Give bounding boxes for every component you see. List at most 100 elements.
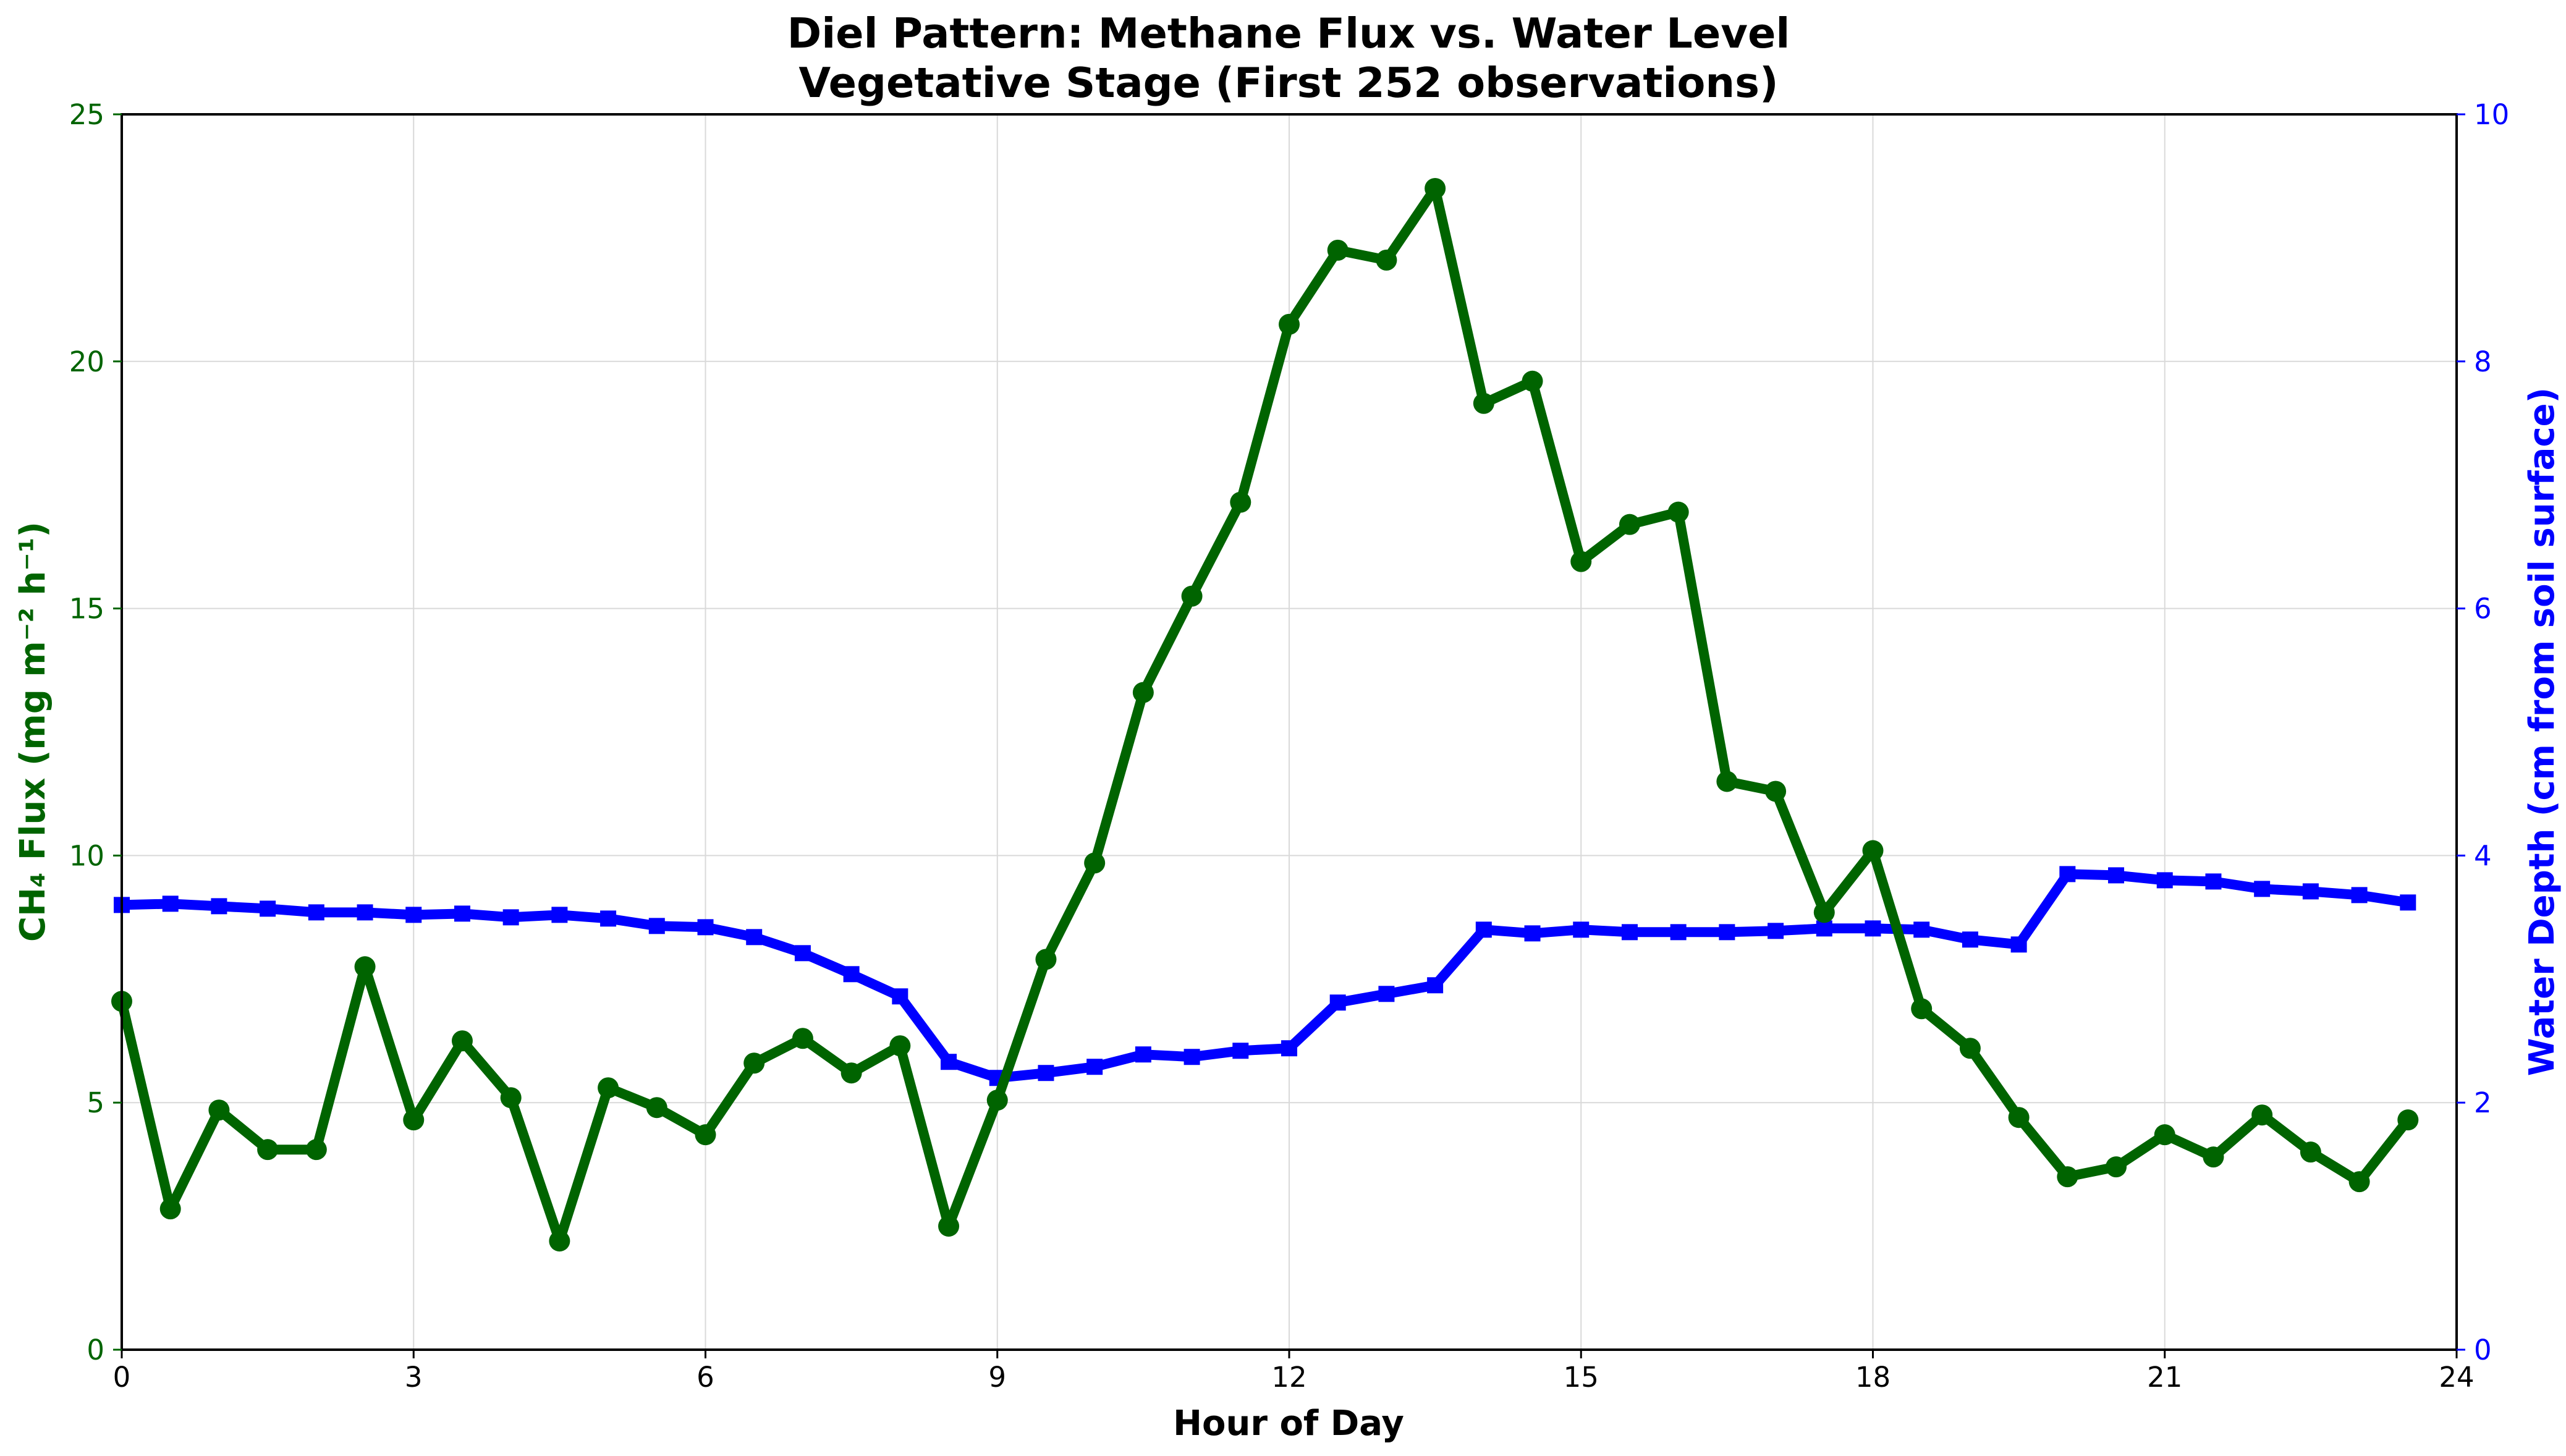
- data-point-left: [986, 1090, 1008, 1111]
- data-point-left: [1425, 177, 1446, 199]
- data-point-left: [1570, 551, 1592, 572]
- data-point-left: [1862, 840, 1884, 861]
- data-point-left: [2251, 1104, 2273, 1126]
- data-point-left: [403, 1109, 425, 1131]
- data-point-right: [2205, 873, 2222, 890]
- data-point-right: [1329, 994, 1346, 1011]
- y-left-tick-label: 0: [87, 1334, 104, 1366]
- data-point-left: [1327, 239, 1349, 261]
- data-point-right: [260, 900, 276, 917]
- data-point-right: [941, 1054, 957, 1070]
- data-point-left: [1035, 949, 1057, 970]
- data-point-left: [841, 1062, 862, 1084]
- data-point-right: [843, 966, 860, 983]
- data-point-right: [1038, 1065, 1054, 1081]
- y-axis-right-label: Water Depth (cm from soil surface): [2522, 387, 2562, 1076]
- data-point-right: [1719, 924, 1735, 941]
- x-tick-label: 3: [405, 1361, 423, 1394]
- data-point-right: [1621, 924, 1638, 941]
- data-point-right: [697, 919, 714, 936]
- data-point-right: [1427, 977, 1444, 994]
- data-point-right: [600, 910, 617, 927]
- data-point-left: [257, 1139, 279, 1161]
- data-point-left: [646, 1097, 667, 1119]
- data-point-left: [549, 1230, 570, 1252]
- data-point-left: [208, 1099, 230, 1121]
- data-point-right: [454, 905, 470, 922]
- data-point-left: [743, 1052, 765, 1074]
- data-point-left: [1765, 781, 1787, 802]
- data-point-right: [746, 929, 763, 946]
- data-point-left: [1181, 585, 1203, 607]
- data-point-right: [1281, 1040, 1297, 1057]
- x-tick-label: 15: [1564, 1361, 1599, 1394]
- data-point-right: [1524, 925, 1541, 942]
- data-point-right: [2302, 883, 2319, 900]
- data-point-right: [892, 988, 908, 1005]
- data-point-left: [500, 1087, 522, 1109]
- data-point-left: [2300, 1141, 2321, 1163]
- data-point-right: [357, 904, 373, 921]
- data-point-left: [792, 1028, 813, 1049]
- data-point-left: [1084, 852, 1106, 874]
- x-axis-label: Hour of Day: [1173, 1403, 1404, 1444]
- data-point-left: [938, 1216, 960, 1237]
- data-point-left: [1376, 249, 1397, 271]
- x-tick-label: 18: [1855, 1361, 1891, 1394]
- data-point-right: [1768, 923, 1784, 939]
- data-point-right: [2108, 867, 2125, 884]
- y-right-tick-label: 2: [2474, 1086, 2492, 1119]
- data-point-left: [2348, 1171, 2370, 1193]
- data-point-left: [598, 1077, 619, 1099]
- series-line-left: [117, 183, 2413, 1246]
- data-point-right: [1573, 921, 1590, 938]
- data-point-right: [1865, 920, 1881, 937]
- series-line-right: [117, 869, 2413, 1083]
- data-point-right: [1183, 1049, 1200, 1065]
- data-point-left: [451, 1030, 473, 1052]
- data-point-right: [1670, 924, 1687, 941]
- y-axis-left-label: CH₄ Flux (mg m⁻² h⁻¹): [13, 522, 53, 942]
- data-point-right: [1475, 921, 1492, 938]
- x-tick-label: 12: [1271, 1361, 1306, 1394]
- chart-subtitle: Vegetative Stage (First 252 observations…: [798, 59, 1778, 107]
- x-tick-label: 24: [2439, 1361, 2474, 1394]
- data-point-left: [1959, 1038, 1981, 1059]
- data-point-left: [1667, 501, 1689, 523]
- data-point-right: [405, 907, 422, 923]
- data-point-right: [794, 945, 811, 962]
- data-point-right: [2010, 936, 2027, 953]
- data-point-right: [162, 895, 179, 912]
- series-layer: [111, 177, 2419, 1252]
- data-point-right: [2351, 887, 2368, 904]
- data-point-left: [2203, 1146, 2224, 1168]
- x-tick-label: 21: [2147, 1361, 2182, 1394]
- data-point-right: [308, 904, 324, 921]
- y-left-tick-label: 15: [69, 593, 104, 625]
- data-point-right: [1378, 986, 1395, 1002]
- data-point-left: [1279, 313, 1300, 335]
- data-point-left: [2397, 1109, 2419, 1131]
- y-left-tick-label: 25: [69, 98, 104, 131]
- data-point-left: [305, 1139, 327, 1161]
- data-point-left: [1716, 771, 1738, 792]
- chart-title: Diel Pattern: Methane Flux vs. Water Lev…: [787, 9, 1790, 57]
- data-point-right: [1816, 920, 1832, 937]
- data-point-right: [2156, 872, 2173, 889]
- data-point-right: [1913, 921, 1930, 938]
- y-right-tick-label: 8: [2474, 345, 2492, 378]
- y-right-tick-label: 6: [2474, 593, 2492, 625]
- x-tick-label: 9: [988, 1361, 1006, 1394]
- data-point-left: [1230, 491, 1251, 513]
- y-right-tick-label: 4: [2474, 839, 2492, 872]
- data-point-right: [2059, 866, 2076, 882]
- data-point-right: [211, 898, 227, 915]
- data-point-right: [1232, 1043, 1249, 1059]
- x-tick-label: 0: [113, 1361, 131, 1394]
- data-point-right: [1135, 1046, 1151, 1063]
- data-point-right: [1962, 931, 1978, 948]
- y-right-tick-label: 0: [2474, 1334, 2492, 1366]
- data-point-left: [1813, 902, 1835, 923]
